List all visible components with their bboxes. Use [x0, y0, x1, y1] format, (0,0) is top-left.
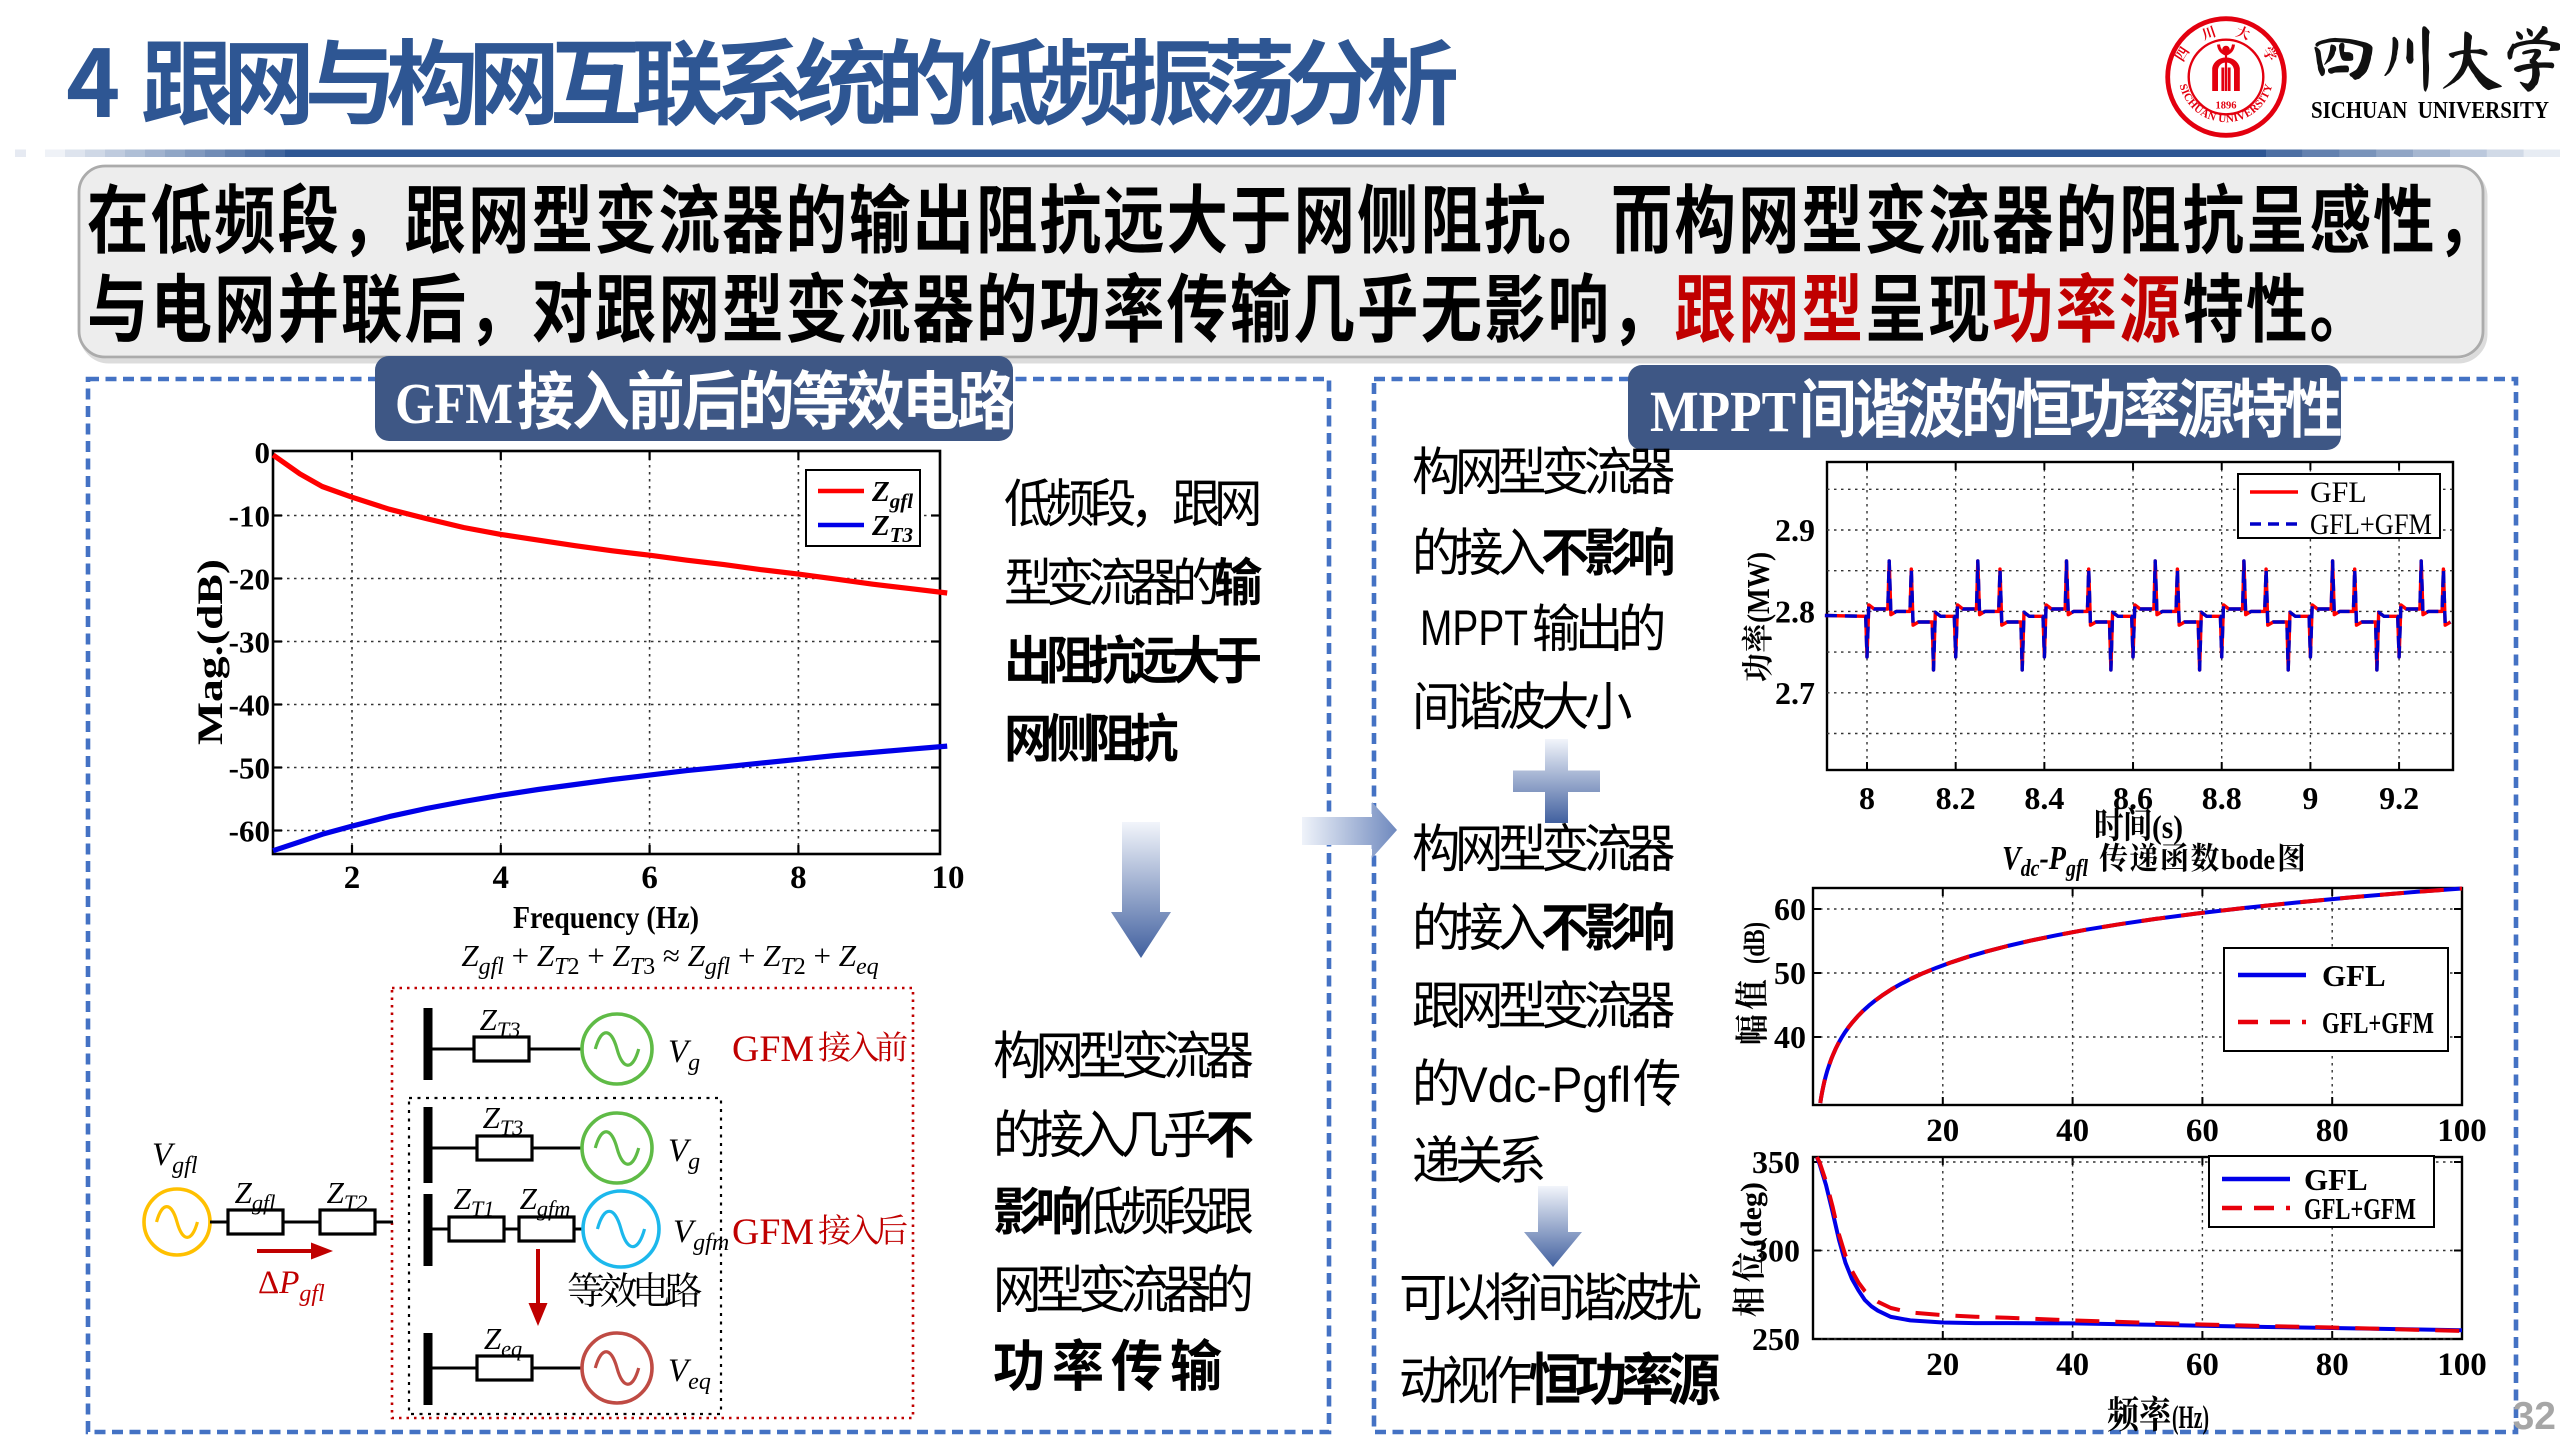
svg-text:Mag.(dB): Mag.(dB)	[190, 559, 230, 745]
svg-text:Zgfl + ZT2 + ZT3 ≈ Zgfl + ZT2: Zgfl + ZT2 + ZT3 ≈ Zgfl + ZT2 + Zeq	[461, 938, 878, 980]
svg-text:GFL: GFL	[2304, 1162, 2368, 1197]
svg-text:10: 10	[932, 860, 965, 896]
svg-text:40: 40	[2056, 1113, 2089, 1149]
svg-text:4: 4	[493, 860, 510, 896]
svg-text:-60: -60	[229, 814, 270, 849]
svg-text:Vdc-Pgfl: Vdc-Pgfl	[2002, 840, 2088, 882]
svg-text:-20: -20	[229, 562, 270, 597]
svg-text:GFM: GFM	[732, 1029, 814, 1070]
svg-text:40: 40	[2056, 1347, 2089, 1383]
svg-text:Frequency (Hz): Frequency (Hz)	[513, 899, 699, 935]
svg-text:(MW): (MW)	[1740, 552, 1776, 623]
svg-text:2.7: 2.7	[1775, 675, 1815, 711]
svg-text:MPPT: MPPT	[1420, 600, 1528, 656]
svg-text:32: 32	[2513, 1395, 2556, 1438]
svg-text:2.9: 2.9	[1775, 512, 1815, 548]
svg-text:GFL: GFL	[2310, 476, 2367, 509]
svg-text:20: 20	[1926, 1113, 1959, 1149]
svg-text:50: 50	[1774, 955, 1806, 991]
svg-text:MPPT: MPPT	[1650, 379, 1796, 444]
svg-text:6: 6	[641, 860, 658, 896]
svg-text:300: 300	[1752, 1233, 1800, 1269]
svg-text:GFM: GFM	[732, 1212, 814, 1253]
svg-text:ZT3: ZT3	[480, 1002, 521, 1042]
svg-text:-10: -10	[229, 499, 270, 534]
svg-text:40: 40	[1774, 1019, 1806, 1055]
svg-text:SICHUAN UNIVERSITY: SICHUAN UNIVERSITY	[2311, 98, 2549, 124]
svg-text:8.8: 8.8	[2202, 780, 2242, 816]
svg-text:GFL+GFM: GFL+GFM	[2304, 1191, 2416, 1226]
svg-text:8.4: 8.4	[2024, 780, 2064, 816]
svg-text:GFM: GFM	[395, 371, 513, 436]
svg-text:-30: -30	[229, 625, 270, 660]
svg-text:Vdc-Pgfl: Vdc-Pgfl	[1457, 1057, 1631, 1113]
svg-text:-50: -50	[229, 751, 270, 786]
svg-text:0: 0	[255, 435, 271, 470]
svg-text:9: 9	[2302, 780, 2318, 816]
svg-text:(dB): (dB)	[1738, 922, 1771, 964]
svg-text:60: 60	[2186, 1347, 2219, 1383]
svg-text:bode: bode	[2221, 845, 2275, 876]
svg-text:GFL+GFM: GFL+GFM	[2310, 508, 2432, 541]
svg-text:8: 8	[1859, 780, 1875, 816]
svg-text:20: 20	[1926, 1347, 1959, 1383]
svg-text:-40: -40	[229, 688, 270, 723]
svg-text:80: 80	[2316, 1113, 2349, 1149]
svg-text:250: 250	[1752, 1321, 1800, 1357]
svg-text:1896: 1896	[2216, 101, 2237, 112]
svg-text:60: 60	[1774, 891, 1806, 927]
svg-text:8.2: 8.2	[1936, 780, 1976, 816]
svg-text:2: 2	[344, 860, 361, 896]
svg-text:9.2: 9.2	[2379, 780, 2419, 816]
svg-text:60: 60	[2186, 1113, 2219, 1149]
svg-text:100: 100	[2437, 1347, 2487, 1383]
svg-text:(Hz): (Hz)	[2172, 1400, 2209, 1436]
svg-text:8: 8	[790, 860, 807, 896]
svg-text:GFL: GFL	[2322, 958, 2386, 993]
svg-text:2.8: 2.8	[1775, 593, 1815, 629]
svg-text:350: 350	[1752, 1144, 1800, 1180]
svg-text:(deg): (deg)	[1735, 1182, 1768, 1247]
svg-text:GFL+GFM: GFL+GFM	[2322, 1005, 2434, 1040]
svg-text:100: 100	[2437, 1113, 2487, 1149]
svg-text:(s): (s)	[2152, 810, 2183, 846]
svg-text:80: 80	[2316, 1347, 2349, 1383]
